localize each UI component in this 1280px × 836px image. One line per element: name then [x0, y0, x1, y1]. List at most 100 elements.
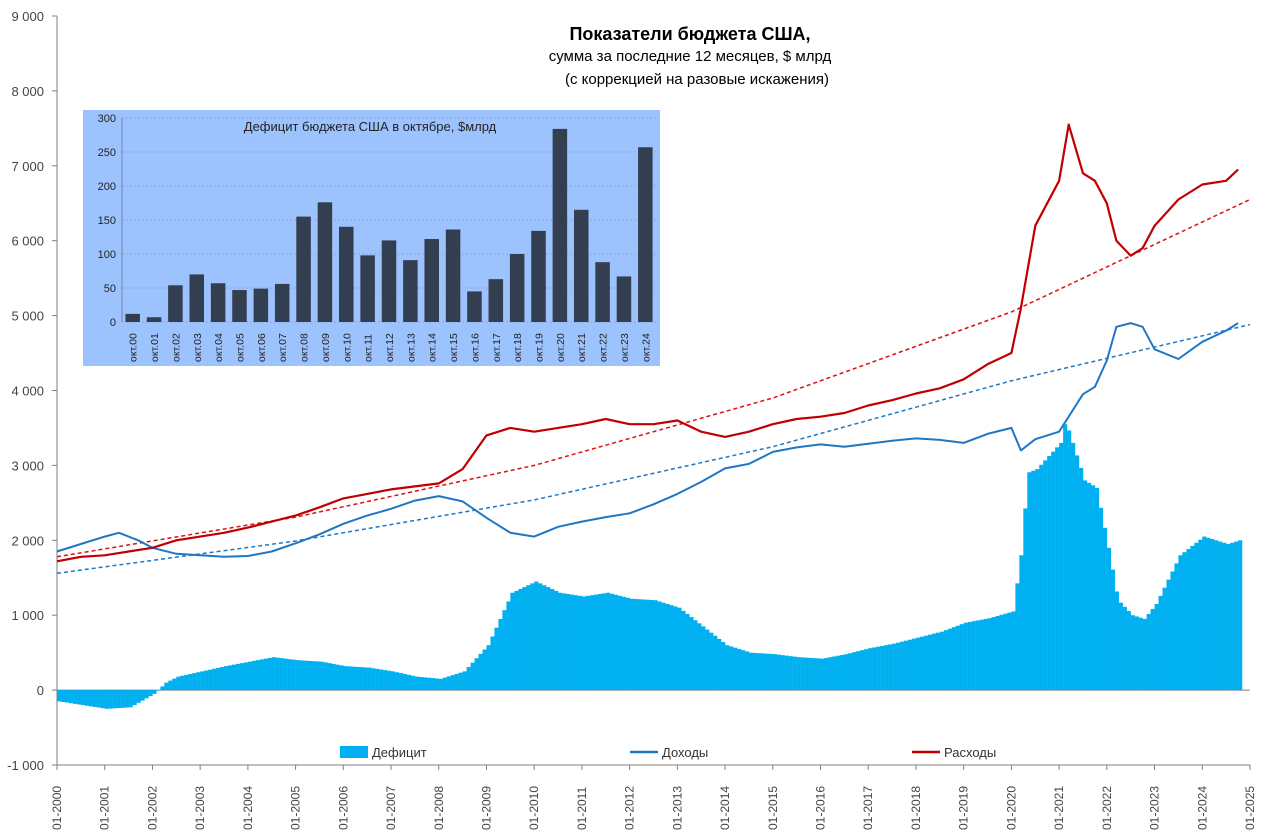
deficit-bar: [216, 667, 221, 691]
x-tick-label: 01-2003: [193, 786, 207, 830]
inset-x-tick-label: окт.02: [170, 333, 182, 362]
deficit-bar: [669, 605, 674, 691]
inset-x-tick-label: окт.13: [405, 333, 417, 362]
deficit-bar: [387, 670, 392, 691]
deficit-bar: [748, 652, 754, 691]
deficit-bar: [295, 660, 300, 691]
deficit-bar: [462, 671, 467, 691]
deficit-bar: [939, 631, 944, 691]
x-tick-label: 01-2011: [575, 787, 589, 830]
x-tick-label: 01-2024: [1195, 786, 1209, 830]
deficit-bar: [510, 592, 515, 691]
x-tick-label: 01-2000: [50, 786, 64, 830]
deficit-bar: [200, 671, 205, 691]
deficit-bar: [713, 635, 718, 691]
deficit-bar: [454, 673, 459, 691]
x-tick-label: 01-2004: [241, 786, 255, 830]
deficit-bar: [1067, 430, 1072, 691]
deficit-bar: [243, 662, 249, 691]
deficit-bar: [546, 587, 551, 691]
deficit-bar: [430, 678, 435, 691]
deficit-bar: [764, 653, 770, 691]
inset-bar: [339, 226, 354, 322]
deficit-bar: [864, 649, 869, 691]
deficit-bar: [657, 601, 662, 691]
deficit-bar: [144, 690, 149, 699]
x-tick-label: 01-2019: [957, 786, 971, 830]
deficit-bar: [1023, 508, 1028, 691]
deficit-bar: [1170, 571, 1175, 691]
deficit-bar: [192, 673, 197, 691]
inset-x-tick-label: окт.23: [619, 333, 631, 362]
deficit-bar: [824, 657, 829, 691]
deficit-bar: [697, 623, 702, 691]
deficit-bar: [665, 603, 670, 691]
x-tick-label: 01-2025: [1243, 786, 1257, 830]
deficit-bar: [744, 651, 750, 691]
deficit-bar: [1162, 587, 1167, 691]
inset-bar: [317, 202, 333, 322]
line-series: [56, 123, 1251, 575]
deficit-bar: [470, 662, 475, 691]
deficit-bar: [299, 660, 304, 691]
inset-bar: [210, 283, 226, 322]
deficit-bar: [1031, 470, 1036, 691]
deficit-bar: [1027, 472, 1032, 691]
deficit-bar: [1019, 555, 1024, 691]
deficit-bar: [900, 641, 905, 691]
deficit-bar: [808, 657, 813, 691]
x-tick-label: 01-2010: [527, 786, 541, 830]
deficit-bar: [208, 669, 213, 691]
x-tick-label: 01-2009: [479, 786, 493, 830]
deficit-bar: [152, 690, 157, 694]
deficit-bar: [554, 590, 559, 691]
deficit-bar: [693, 620, 698, 691]
deficit-bar: [96, 690, 101, 708]
deficit-bar: [943, 630, 948, 691]
y-tick-label: 1 000: [11, 608, 44, 623]
x-tick-label: 01-2013: [670, 786, 684, 830]
deficit-bar: [816, 658, 821, 691]
deficit-bar: [884, 645, 889, 691]
deficit-bar: [677, 607, 682, 691]
legend: Дефицит Доходы Расходы: [340, 745, 996, 760]
deficit-bar: [224, 666, 229, 691]
deficit-bar: [307, 660, 312, 691]
deficit-bar: [375, 668, 380, 691]
deficit-bar: [450, 675, 455, 691]
deficit-bar: [1007, 612, 1012, 691]
inset-title: Дефицит бюджета США в октябре, $млрд: [244, 119, 497, 134]
deficit-bar: [959, 624, 964, 691]
deficit-bar: [573, 595, 579, 691]
inset-x-tick-label: окт.00: [128, 333, 140, 362]
inset-bar: [638, 147, 653, 322]
deficit-bar: [872, 647, 877, 691]
chart-title: Показатели бюджета США,: [569, 24, 810, 44]
legend-label-deficit: Дефицит: [372, 745, 427, 760]
deficit-bar: [1238, 540, 1243, 691]
deficit-bar: [80, 690, 86, 706]
x-tick-label: 01-2018: [909, 786, 923, 830]
deficit-bar: [1122, 606, 1127, 691]
deficit-bar: [876, 646, 881, 691]
deficit-bar: [112, 690, 117, 709]
deficit-bar: [681, 610, 686, 691]
deficit-bar: [840, 654, 845, 691]
deficit-bar: [108, 690, 113, 709]
inset-bar: [552, 128, 568, 322]
deficit-bar: [395, 672, 400, 691]
inset-bar: [509, 254, 525, 322]
deficit-bar: [398, 673, 404, 691]
deficit-bar: [160, 686, 165, 691]
deficit-bar: [498, 618, 503, 691]
deficit-bar: [721, 642, 726, 691]
deficit-bar: [100, 690, 105, 709]
inset-x-tick-label: окт.16: [469, 333, 481, 362]
deficit-bar: [271, 657, 276, 691]
deficit-bar: [1106, 547, 1112, 691]
deficit-bar: [1186, 549, 1191, 691]
deficit-bar: [701, 626, 706, 691]
deficit-bar: [621, 596, 626, 691]
deficit-bar: [896, 642, 901, 691]
